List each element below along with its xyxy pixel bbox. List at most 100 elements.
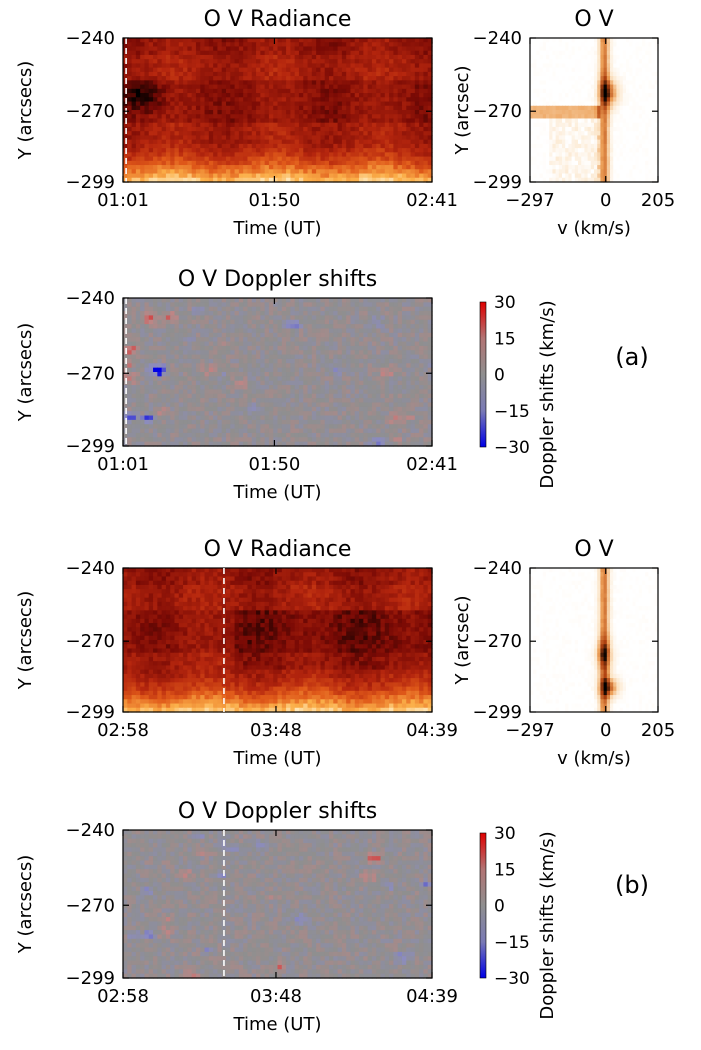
heatmap-cell xyxy=(380,345,386,351)
heatmap-cell xyxy=(153,80,158,86)
heatmap-cell xyxy=(552,46,557,52)
heatmap-cell xyxy=(427,71,433,77)
heatmap-cell xyxy=(410,118,416,124)
heatmap-cell xyxy=(565,105,569,111)
heatmap-cell xyxy=(230,341,236,347)
heatmap-cell xyxy=(230,302,236,308)
heatmap-cell xyxy=(329,143,334,149)
heatmap-cell xyxy=(187,332,193,338)
heatmap-cell xyxy=(549,84,553,90)
heatmap-cell xyxy=(645,76,649,81)
heatmap-cell xyxy=(393,350,399,356)
heatmap-cell xyxy=(619,118,624,124)
heatmap-cell xyxy=(423,332,429,338)
heatmap-cell xyxy=(256,42,261,48)
heatmap-cell xyxy=(648,148,653,153)
heatmap-cell xyxy=(161,50,167,56)
heatmap-cell xyxy=(148,350,154,356)
heatmap-cell xyxy=(594,165,598,170)
heatmap-cell xyxy=(371,63,377,69)
heatmap-cell xyxy=(350,165,356,170)
heatmap-cell xyxy=(157,152,163,158)
heatmap-cell xyxy=(389,160,394,166)
heatmap-cell xyxy=(584,42,589,48)
heatmap-cell xyxy=(316,332,322,338)
heatmap-cell xyxy=(629,160,633,166)
heatmap-cell xyxy=(273,152,279,158)
heatmap-cell xyxy=(277,315,283,321)
heatmap-cell xyxy=(324,63,330,69)
heatmap-cell xyxy=(587,152,592,158)
heatmap-cell xyxy=(226,110,231,115)
heatmap-cell xyxy=(549,59,553,65)
heatmap-cell xyxy=(264,38,270,43)
heatmap-cell xyxy=(333,76,339,81)
heatmap-cell xyxy=(238,101,244,107)
heatmap-cell xyxy=(256,122,261,128)
heatmap-cell xyxy=(610,38,614,43)
heatmap-cell xyxy=(613,173,617,179)
heatmap-cell xyxy=(226,59,231,65)
heatmap-cell xyxy=(303,76,309,81)
heatmap-cell xyxy=(178,63,184,69)
heatmap-cell xyxy=(354,298,360,303)
heatmap-cell xyxy=(161,152,167,158)
heatmap-cell xyxy=(191,139,197,145)
heatmap-cell xyxy=(123,315,128,321)
heatmap-cell xyxy=(238,42,244,48)
heatmap-cell xyxy=(359,50,364,56)
heatmap-cell xyxy=(140,332,146,338)
heatmap-cell xyxy=(587,177,592,183)
heatmap-cell xyxy=(542,76,547,81)
heatmap-cell xyxy=(565,118,569,124)
heatmap-cell xyxy=(635,169,640,175)
heatmap-cell xyxy=(208,63,214,69)
heatmap-cell xyxy=(238,298,244,303)
heatmap-cell xyxy=(195,139,201,145)
heatmap-cell xyxy=(140,302,146,308)
heatmap-cell xyxy=(587,38,592,43)
heatmap-cell xyxy=(558,152,563,158)
heatmap-cell xyxy=(204,177,210,183)
heatmap-cell xyxy=(165,350,171,356)
heatmap-cell xyxy=(622,156,627,162)
heatmap-cell xyxy=(178,84,184,90)
heatmap-cell xyxy=(410,105,416,111)
heatmap-cell xyxy=(251,105,257,111)
heatmap-cell xyxy=(226,50,231,56)
heatmap-cell xyxy=(157,76,163,81)
heatmap-cell xyxy=(183,350,188,356)
heatmap-cell xyxy=(165,88,171,94)
heatmap-cell xyxy=(217,363,223,369)
heatmap-cell xyxy=(320,160,326,166)
heatmap-cell xyxy=(286,63,291,69)
heatmap-cell xyxy=(555,165,560,170)
heatmap-cell xyxy=(140,173,146,179)
heatmap-cell xyxy=(260,354,266,360)
heatmap-cell xyxy=(380,332,386,338)
heatmap-cell xyxy=(337,306,343,312)
heatmap-cell xyxy=(638,101,643,107)
heatmap-cell xyxy=(384,131,390,137)
heatmap-cell xyxy=(243,110,249,115)
heatmap-cell xyxy=(221,63,227,69)
heatmap-cell xyxy=(281,46,287,52)
heatmap-cell xyxy=(581,139,585,145)
heatmap-cell xyxy=(243,71,249,77)
heatmap-cell xyxy=(161,337,167,343)
heatmap-cell xyxy=(165,328,171,334)
heatmap-cell xyxy=(610,156,614,162)
heatmap-cell xyxy=(610,110,614,115)
heatmap-cell xyxy=(195,148,201,153)
heatmap-cell xyxy=(568,173,573,179)
heatmap-cell xyxy=(195,324,201,330)
heatmap-cell xyxy=(401,337,407,343)
heatmap-cell xyxy=(195,311,201,317)
heatmap-cell xyxy=(170,148,176,153)
heatmap-cell xyxy=(191,315,197,321)
heatmap-cell xyxy=(590,148,595,153)
heatmap-cell xyxy=(157,328,163,334)
heatmap-cell xyxy=(311,88,317,94)
heatmap-cell xyxy=(247,122,253,128)
heatmap-cell xyxy=(546,126,550,132)
